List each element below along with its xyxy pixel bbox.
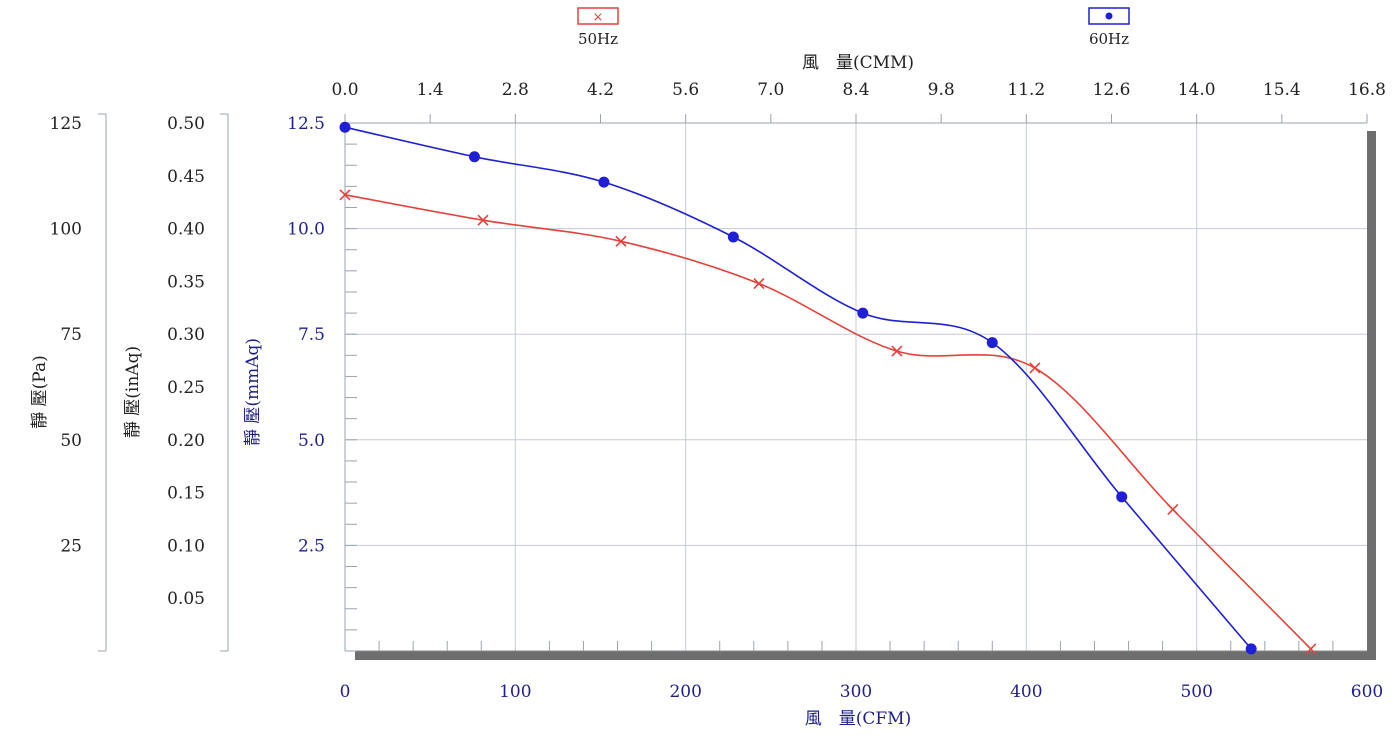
plot-frame <box>355 131 1376 660</box>
data-point-50hz <box>1029 362 1041 374</box>
inaq-tick-label: 0.50 <box>167 114 205 134</box>
series-line-60hz <box>344 126 1252 650</box>
data-point-50hz <box>615 235 627 247</box>
y-axis-label-inaq: 靜 壓(inAq) <box>123 346 143 438</box>
bottom-x-tick-label: 300 <box>840 682 872 702</box>
pa-tick-label: 50 <box>60 431 82 451</box>
inaq-tick-label: 0.25 <box>167 378 205 398</box>
top-x-tick-label: 16.8 <box>1348 80 1386 100</box>
bottom-x-tick-label: 600 <box>1351 682 1383 702</box>
y-axis-label-pa: 靜 壓(Pa) <box>30 355 50 428</box>
top-x-tick-label: 4.2 <box>587 80 614 100</box>
top-x-tick-label: 1.4 <box>417 80 444 100</box>
data-point-60hz <box>986 337 998 349</box>
legend-50hz-label: 50Hz <box>578 30 618 48</box>
bottom-x-tick-label: 400 <box>1010 682 1042 702</box>
top-x-tick-label: 9.8 <box>928 80 955 100</box>
data-point-60hz <box>857 307 869 319</box>
legend-50hz-box <box>577 7 619 25</box>
inaq-tick-label: 0.40 <box>167 220 205 240</box>
top-x-tick-label: 11.2 <box>1007 80 1045 100</box>
legend-50hz-marker: × <box>593 10 604 25</box>
pa-tick-label: 75 <box>60 325 82 345</box>
point-cross-stroke <box>1167 503 1179 516</box>
axes: 0 100 200 300 400 500 600 0.0 1.4 2.8 4.2 5.6 7.0 8.4… <box>50 80 1386 702</box>
data-point-50hz <box>891 345 903 357</box>
point-cross-stroke <box>615 235 627 247</box>
legend-60hz-label: 60Hz <box>1089 30 1129 48</box>
mmaq-tick-label: 2.5 <box>298 536 325 556</box>
top-x-tick-label: 2.8 <box>502 80 529 100</box>
legend-60hz-marker <box>1105 12 1113 20</box>
inaq-tick-label: 0.30 <box>167 325 205 345</box>
point-cross-stroke <box>753 277 765 290</box>
top-x-axis-label: 風 量(CMM) <box>802 53 914 73</box>
grid-lines <box>345 122 1367 651</box>
inaq-tick-label: 0.05 <box>167 589 205 609</box>
top-x-tick-label: 8.4 <box>842 80 869 100</box>
data-point-50hz <box>753 277 765 290</box>
point-cross-stroke <box>891 345 903 357</box>
top-x-tick-label: 7.0 <box>757 80 784 100</box>
bottom-x-tick-label: 100 <box>499 682 531 702</box>
y-axis-label-mmaq: 靜 壓(mmAq) <box>243 338 263 446</box>
top-x-tick-label: 0.0 <box>331 80 358 100</box>
bottom-x-tick-label: 0 <box>340 682 351 702</box>
data-point-50hz <box>1167 503 1179 516</box>
data-point-50hz <box>1305 643 1317 655</box>
data-point-50hz <box>339 189 351 201</box>
point-cross-stroke <box>477 214 489 226</box>
inaq-tick-label: 0.35 <box>167 272 205 292</box>
inaq-tick-label: 0.15 <box>167 484 205 504</box>
mmaq-tick-label: 7.5 <box>298 325 325 345</box>
top-x-tick-label: 14.0 <box>1178 80 1216 100</box>
data-point-60hz <box>339 121 351 133</box>
data-point-60hz <box>1245 643 1257 655</box>
data-point-60hz <box>727 231 739 243</box>
point-cross-stroke <box>1029 362 1041 374</box>
mmaq-tick-label: 10.0 <box>287 220 325 240</box>
mmaq-tick-label: 12.5 <box>287 114 325 134</box>
legend: × 50Hz 60Hz <box>577 7 1130 48</box>
top-x-tick-label: 5.6 <box>672 80 699 100</box>
bottom-x-axis-label: 風 量(CFM) <box>805 709 911 729</box>
bottom-x-tick-label: 200 <box>669 682 701 702</box>
pa-tick-label: 100 <box>50 220 82 240</box>
point-cross-stroke <box>339 189 351 201</box>
plot-shadow-bottom <box>355 651 1376 660</box>
pa-tick-label: 125 <box>50 114 82 134</box>
mmaq-tick-label: 5.0 <box>298 431 325 451</box>
plot-shadow-right <box>1367 131 1376 660</box>
inaq-tick-label: 0.20 <box>167 431 205 451</box>
inaq-tick-label: 0.10 <box>167 536 205 556</box>
data-point-60hz <box>468 151 480 163</box>
series-line-50hz <box>344 194 1312 650</box>
data-point-60hz <box>598 176 610 188</box>
bottom-x-tick-label: 500 <box>1180 682 1212 702</box>
top-x-tick-label: 15.4 <box>1263 80 1301 100</box>
data-point-50hz <box>477 214 489 226</box>
top-x-tick-label: 12.6 <box>1093 80 1131 100</box>
data-point-60hz <box>1116 491 1128 503</box>
series-layer <box>339 121 1317 655</box>
inaq-tick-label: 0.45 <box>167 167 205 187</box>
pa-tick-label: 25 <box>60 536 82 556</box>
point-cross-stroke <box>1305 643 1317 655</box>
